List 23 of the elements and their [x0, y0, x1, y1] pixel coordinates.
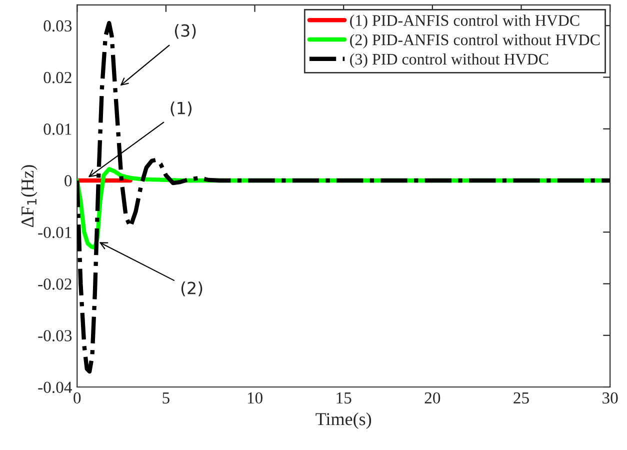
- x-tick-label: 30: [602, 392, 618, 404]
- y-tick-label: 0.03: [44, 20, 72, 32]
- y-tick-label: -0.02: [38, 278, 72, 290]
- y-tick-label: -0.04: [38, 382, 72, 394]
- x-tick-label: 25: [514, 392, 529, 404]
- annotation: (2): [181, 281, 202, 296]
- legend-label: (3) PID control without HVDC: [350, 53, 548, 68]
- x-tick-label: 20: [424, 392, 440, 404]
- x-tick-label: 15: [336, 392, 352, 404]
- y-tick-label: 0.01: [44, 124, 72, 135]
- y-tick-label: 0.02: [44, 72, 72, 84]
- y-tick-label: 0: [64, 175, 72, 186]
- annotation: (3): [174, 24, 196, 39]
- y-tick-label: -0.01: [38, 226, 72, 238]
- x-axis-title: Time(s): [316, 412, 372, 429]
- annotation: (1): [170, 101, 192, 116]
- x-tick-label: 5: [162, 392, 170, 404]
- y-tick-label: -0.03: [38, 330, 72, 342]
- y-axis-title: ΔF$_{1}$(Hz): [20, 165, 38, 228]
- x-tick-label: 0: [74, 392, 81, 404]
- x-tick-label: 10: [248, 392, 262, 404]
- legend-label: (1) PID-ANFIS control with HVDC: [350, 14, 580, 30]
- legend-label: (2) PID-ANFIS control without HVDC: [350, 34, 600, 48]
